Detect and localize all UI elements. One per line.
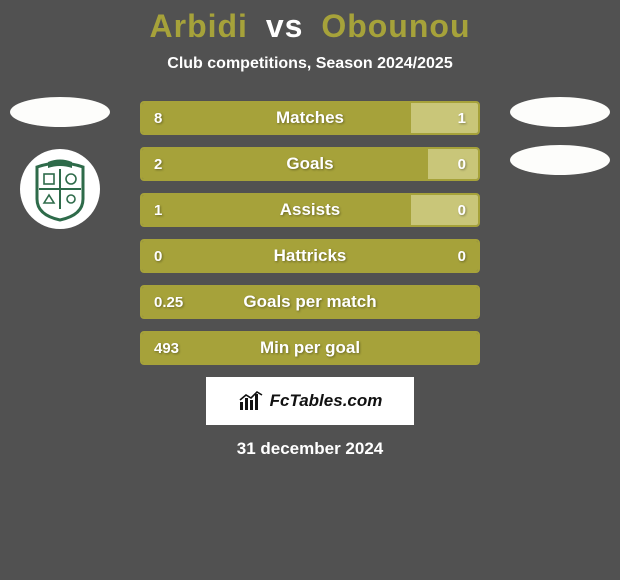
- stat-seg-right: 0: [428, 149, 478, 179]
- stat-row: 20Goals: [140, 147, 480, 181]
- stat-seg-full: 493: [142, 333, 478, 363]
- stat-seg-left: 8: [142, 103, 411, 133]
- stat-seg-right: 1: [411, 103, 478, 133]
- stats-bars: 81Matches20Goals10Assists00Hattricks0.25…: [140, 101, 480, 365]
- branding-text: FcTables.com: [270, 391, 383, 411]
- stat-value-left: 8: [154, 110, 162, 127]
- stat-row: 0.25Goals per match: [140, 285, 480, 319]
- player2-badge2-icon: [510, 145, 610, 175]
- stat-value-right: 0: [458, 156, 466, 173]
- crest-icon: [20, 149, 100, 229]
- stat-value-left: 0: [154, 248, 162, 265]
- stat-row: 493Min per goal: [140, 331, 480, 365]
- player2-name: Obounou: [321, 8, 470, 44]
- chart-icon: [238, 390, 264, 412]
- stat-value-right: 0: [458, 202, 466, 219]
- content-area: 81Matches20Goals10Assists00Hattricks0.25…: [0, 101, 620, 365]
- stat-seg-right: 0: [411, 195, 478, 225]
- page-title: Arbidi vs Obounou: [0, 8, 620, 45]
- stat-seg-left: 2: [142, 149, 428, 179]
- player1-badge-icon: [10, 97, 110, 127]
- stat-value-left: 493: [154, 340, 179, 357]
- player2-badge-icon: [510, 97, 610, 127]
- stat-value-left: 2: [154, 156, 162, 173]
- stat-row: 81Matches: [140, 101, 480, 135]
- stat-row: 10Assists: [140, 193, 480, 227]
- stat-value-left: 1: [154, 202, 162, 219]
- stat-value-right: 0: [458, 248, 466, 265]
- comparison-card: Arbidi vs Obounou Club competitions, Sea…: [0, 0, 620, 580]
- stat-seg-left: 1: [142, 195, 411, 225]
- vs-text: vs: [266, 8, 304, 44]
- branding-banner: FcTables.com: [206, 377, 414, 425]
- stat-value-right: 1: [458, 110, 466, 127]
- date-text: 31 december 2024: [0, 439, 620, 459]
- stat-seg-full: 0.25: [142, 287, 478, 317]
- stat-row: 00Hattricks: [140, 239, 480, 273]
- player1-name: Arbidi: [150, 8, 248, 44]
- stat-seg-full: 00: [142, 241, 478, 271]
- subtitle: Club competitions, Season 2024/2025: [0, 55, 620, 73]
- stat-value-left: 0.25: [154, 294, 183, 311]
